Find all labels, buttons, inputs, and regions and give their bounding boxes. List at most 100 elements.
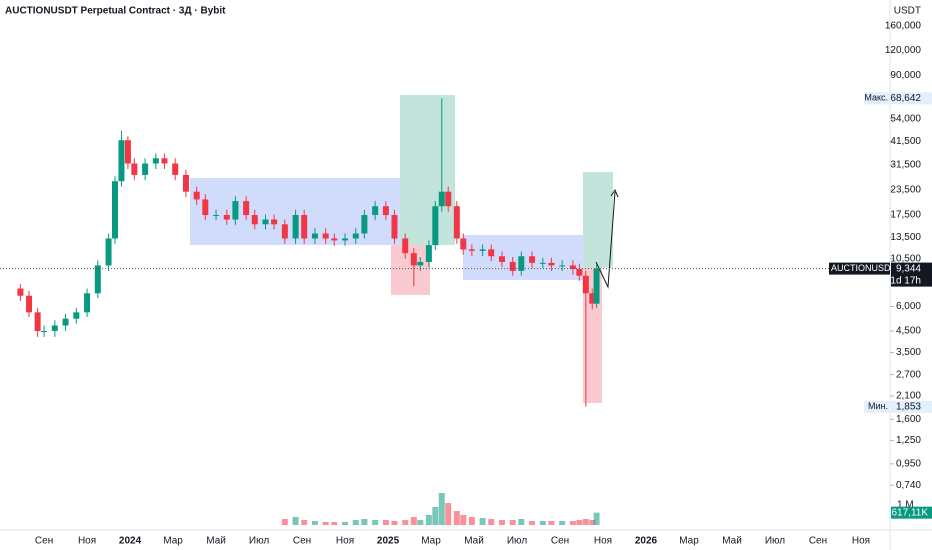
volume-bar — [589, 520, 596, 525]
candle-body — [161, 158, 168, 164]
y-tick-label: 2,700 — [896, 369, 921, 380]
volume-bar — [301, 520, 308, 525]
volume-bar — [498, 520, 505, 525]
candle-body — [112, 181, 119, 239]
volume-bar — [479, 518, 486, 525]
candle-body — [539, 262, 546, 264]
volume-bar — [281, 519, 288, 525]
last-price-tag — [891, 262, 932, 287]
countdown-label: 1d 17h — [890, 275, 921, 286]
volume-bar — [468, 517, 475, 525]
candle-body — [548, 262, 555, 266]
projection-arrow — [595, 191, 616, 289]
x-tick-label: Сен — [293, 536, 311, 547]
volume-bar — [569, 521, 576, 525]
max-value-tag — [891, 92, 932, 105]
candle-body — [529, 256, 536, 263]
target-zone — [583, 172, 613, 268]
candle-body — [73, 312, 80, 319]
candle-body — [582, 275, 589, 294]
y-tick-label: 2,100 — [896, 391, 921, 402]
volume-bar — [488, 519, 495, 525]
candle-body — [453, 206, 460, 239]
candle-body — [460, 238, 467, 250]
candle-body — [202, 199, 209, 216]
x-tick-label: Май — [206, 536, 226, 547]
x-tick-label: Сен — [809, 536, 827, 547]
max-value: 68,642 — [890, 93, 921, 104]
volume-bar — [292, 517, 299, 525]
candle-body — [301, 215, 308, 239]
x-tick-label: 2024 — [119, 536, 142, 547]
candle-body — [391, 215, 398, 239]
candle-body — [417, 261, 424, 266]
candle-body — [468, 249, 475, 251]
candle-body — [382, 206, 389, 216]
candle-body — [51, 325, 58, 332]
candle-body — [41, 331, 48, 333]
volume-bar — [322, 522, 329, 525]
y-tick-label: 17,500 — [890, 210, 921, 221]
candle-body — [281, 224, 288, 239]
candle-body — [569, 265, 576, 270]
y-tick-label: 1,250 — [896, 435, 921, 446]
candle-body — [223, 215, 230, 220]
candle-body — [17, 288, 24, 296]
x-tick-label: Ноя — [336, 536, 354, 547]
candle-body — [432, 206, 439, 246]
volume-bar — [432, 507, 439, 525]
x-tick-label: Май — [464, 536, 484, 547]
candle-body — [509, 261, 516, 271]
candle-body — [292, 215, 299, 239]
candle-body — [26, 295, 33, 313]
candle-body — [488, 249, 495, 257]
candle-body — [352, 233, 359, 239]
x-tick-label: Мар — [163, 536, 183, 547]
candle-body — [322, 233, 329, 239]
y-tick-label: 160,000 — [885, 21, 922, 32]
volume-bar — [548, 521, 555, 525]
x-tick-label: Июл — [765, 536, 785, 547]
y-tick-label: 1,600 — [896, 414, 921, 425]
min-value: 1,853 — [896, 401, 921, 412]
y-tick-label: 31,500 — [890, 159, 921, 170]
volume-tick-label: 1 М — [897, 500, 914, 511]
candle-body — [232, 201, 239, 220]
candle-body — [62, 318, 69, 326]
stop-zone — [391, 245, 430, 295]
volume-bar — [342, 522, 349, 525]
candle-body — [311, 233, 318, 239]
volume-bar — [438, 493, 445, 525]
x-tick-label: Мар — [679, 536, 699, 547]
min-value-tag — [891, 400, 932, 413]
x-tick-label: Сен — [35, 536, 53, 547]
chart-title: AUCTIONUSDT Perpetual Contract · 3Д · By… — [5, 6, 226, 17]
candle-body — [576, 269, 583, 276]
y-tick-label: 23,500 — [890, 184, 921, 195]
candle-body — [479, 249, 486, 251]
candle-body — [94, 265, 101, 294]
max-tag — [864, 92, 890, 105]
volume-bar — [402, 520, 409, 525]
x-tick-label: Ноя — [594, 536, 612, 547]
volume-bar — [460, 515, 467, 525]
y-tick-label: 90,000 — [890, 70, 921, 81]
volume-bar — [509, 520, 516, 525]
y-tick-label: 10,500 — [890, 253, 921, 264]
x-tick-label: Июл — [249, 536, 269, 547]
candle-body — [34, 312, 41, 332]
candle-body — [361, 215, 368, 234]
candle-body — [372, 206, 379, 216]
candle-body — [251, 215, 258, 225]
candle-body — [124, 140, 131, 164]
symbol-tag — [829, 262, 890, 275]
candle-body — [118, 140, 125, 182]
candle-body — [213, 215, 220, 217]
candle-body — [131, 163, 138, 175]
candle-body — [593, 268, 600, 304]
candle-body — [425, 245, 432, 262]
candle-body — [142, 163, 149, 175]
volume-bar — [453, 511, 460, 525]
candle-body — [589, 293, 596, 304]
